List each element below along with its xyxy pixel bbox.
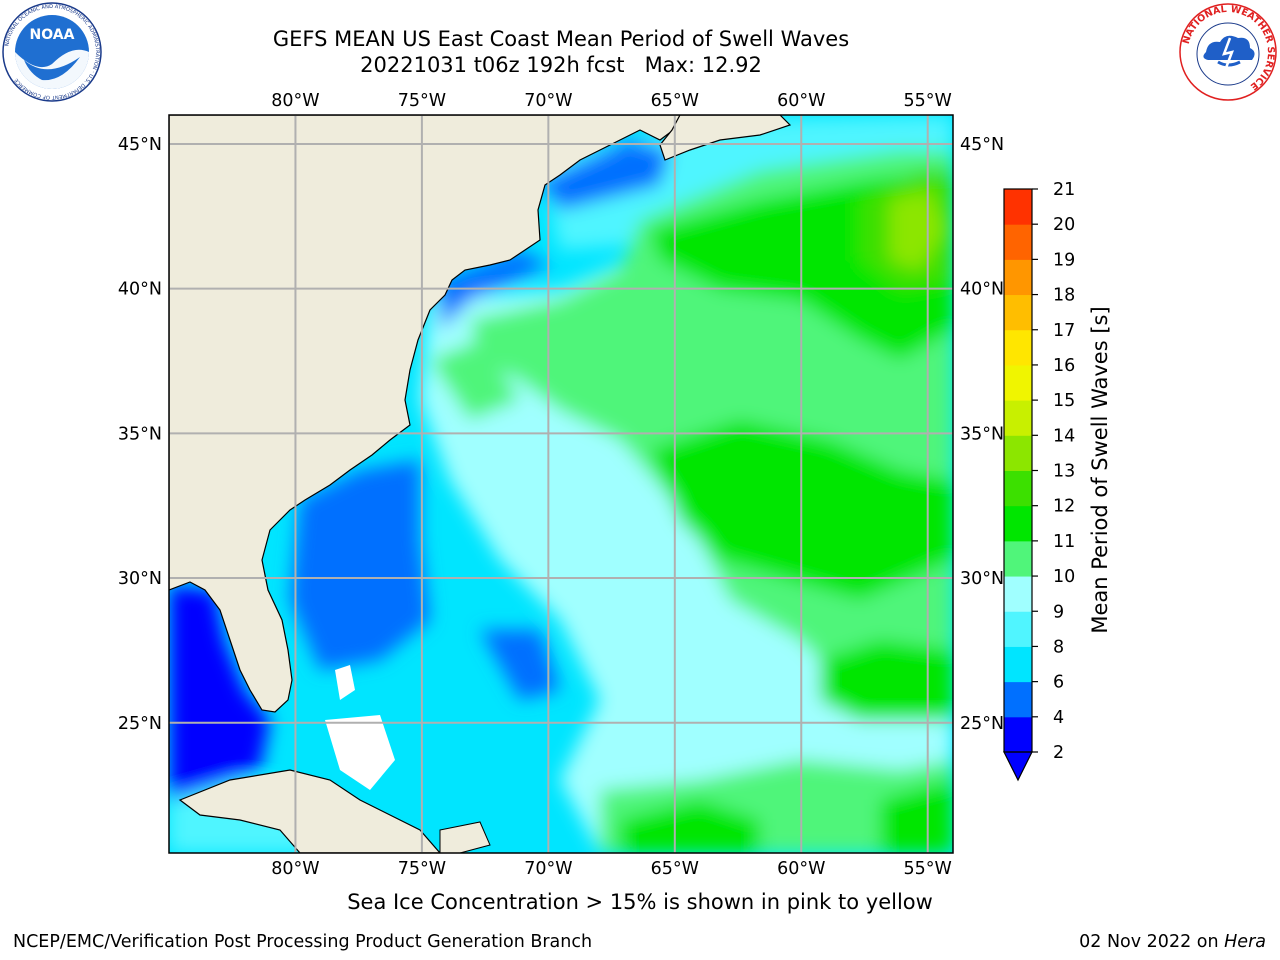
lon-label-bottom-0: 80°W (271, 859, 319, 879)
lon-label-top-1: 75°W (398, 91, 446, 111)
colorbar-segment-9 (1004, 400, 1032, 436)
lon-label-bottom-4: 60°W (777, 859, 825, 879)
colorbar-tick-label-0: 2 (1053, 743, 1064, 763)
colorbar-tick-label-15: 20 (1053, 215, 1075, 235)
nws-seal-icon: NATIONAL WEATHER SERVICE (1179, 3, 1277, 101)
colorbar-segment-8 (1004, 435, 1032, 471)
colorbar-segment-15 (1004, 189, 1032, 225)
lat-label-left-0: 45°N (118, 135, 162, 155)
bahamas-bank (325, 715, 395, 790)
noaa-seal-icon: NOAA NATIONAL OCEANIC AND ATMOSPHERIC AD… (2, 2, 102, 102)
lat-labels-right: 45°N 40°N 35°N 30°N 25°N (960, 135, 1004, 734)
land-mask (169, 115, 792, 853)
lat-label-left-3: 30°N (118, 569, 162, 589)
map-subtitle: 20221031 t06z 192h fcst Max: 12.92 (360, 53, 762, 77)
lon-label-bottom-5: 55°W (904, 859, 952, 879)
hispaniola-land (439, 821, 491, 853)
map-title: GEFS MEAN US East Coast Mean Period of S… (272, 27, 850, 51)
colorbar-extend-arrow (1003, 751, 1033, 782)
lon-label-top-0: 80°W (271, 91, 319, 111)
lat-label-right-1: 40°N (960, 280, 1004, 300)
colorbar-tick-label-14: 19 (1053, 250, 1075, 270)
lat-label-left-4: 25°N (118, 714, 162, 734)
lat-label-right-0: 45°N (960, 135, 1004, 155)
colorbar-tick-label-5: 10 (1053, 567, 1075, 587)
lon-label-top-4: 60°W (777, 91, 825, 111)
colorbar-tick-labels: 2 4 6 8 9 10 11 12 13 14 15 16 17 18 19 20 21 (1032, 180, 1075, 763)
colorbar-segment-1 (1004, 681, 1032, 718)
colorbar-segment-6 (1004, 505, 1032, 542)
colorbar-segment-10 (1004, 364, 1032, 401)
nova-scotia-land (659, 115, 792, 161)
lon-labels-bottom: 80°W 75°W 70°W 65°W 60°W 55°W (271, 859, 952, 879)
map-frame (168, 114, 954, 854)
colorbar-tick-label-11: 16 (1053, 356, 1075, 376)
colorbar-segment-4 (1004, 576, 1032, 612)
lat-label-left-2: 35°N (118, 424, 162, 444)
lon-label-bottom-1: 75°W (398, 859, 446, 879)
bahamas-shallow (335, 665, 355, 700)
colorbar-segment-12 (1004, 294, 1032, 331)
colorbar-segment-3 (1004, 611, 1032, 647)
colorbar-tick-label-8: 13 (1053, 462, 1075, 482)
footer-host: Hera (1224, 932, 1266, 952)
colorbar (1003, 188, 1033, 782)
lat-label-right-4: 25°N (960, 714, 1004, 734)
colorbar-tick-label-2: 6 (1053, 673, 1064, 693)
colorbar-label: Mean Period of Swell Waves [s] (1088, 306, 1112, 633)
colorbar-segment-0 (1004, 716, 1032, 753)
lat-label-right-2: 35°N (960, 424, 1004, 444)
footer-credit: NCEP/EMC/Verification Post Processing Pr… (13, 932, 593, 952)
colorbar-segment-2 (1004, 646, 1032, 683)
colorbar-tick-label-4: 9 (1053, 602, 1064, 622)
lon-label-top-3: 65°W (651, 91, 699, 111)
sea-ice-note: Sea Ice Concentration > 15% is shown in … (347, 890, 933, 914)
colorbar-segment-5 (1004, 540, 1032, 577)
lon-labels-top: 80°W 75°W 70°W 65°W 60°W 55°W (271, 91, 952, 111)
lat-labels-left: 45°N 40°N 35°N 30°N 25°N (118, 135, 162, 734)
colorbar-segment-14 (1004, 224, 1032, 260)
colorbar-tick-label-7: 12 (1053, 497, 1075, 517)
colorbar-segment-7 (1004, 470, 1032, 507)
colorbar-tick-label-12: 17 (1053, 321, 1075, 341)
lon-label-top-5: 55°W (904, 91, 952, 111)
lon-label-bottom-2: 70°W (524, 859, 572, 879)
noaa-logo-text: NOAA (30, 27, 75, 43)
colorbar-segment-11 (1004, 329, 1032, 366)
colorbar-tick-label-10: 15 (1053, 391, 1075, 411)
footer-date: 02 Nov 2022 on Hera (1079, 932, 1266, 952)
footer-date-text: 02 Nov 2022 on (1079, 932, 1225, 952)
colorbar-tick-label-1: 4 (1053, 708, 1064, 728)
lon-label-top-2: 70°W (524, 91, 572, 111)
colorbar-tick-label-3: 8 (1053, 637, 1064, 657)
lon-label-bottom-3: 65°W (651, 859, 699, 879)
colorbar-tick-label-9: 14 (1053, 426, 1075, 446)
colorbar-tick-label-16: 21 (1053, 180, 1075, 200)
lat-label-right-3: 30°N (960, 569, 1004, 589)
lat-label-left-1: 40°N (118, 280, 162, 300)
colorbar-tick-label-6: 11 (1053, 532, 1075, 552)
cuba-land (178, 769, 441, 853)
colorbar-tick-label-13: 18 (1053, 286, 1075, 306)
swell-period-field (169, 115, 953, 853)
map-gridlines (169, 115, 953, 853)
colorbar-segment-13 (1004, 259, 1032, 296)
